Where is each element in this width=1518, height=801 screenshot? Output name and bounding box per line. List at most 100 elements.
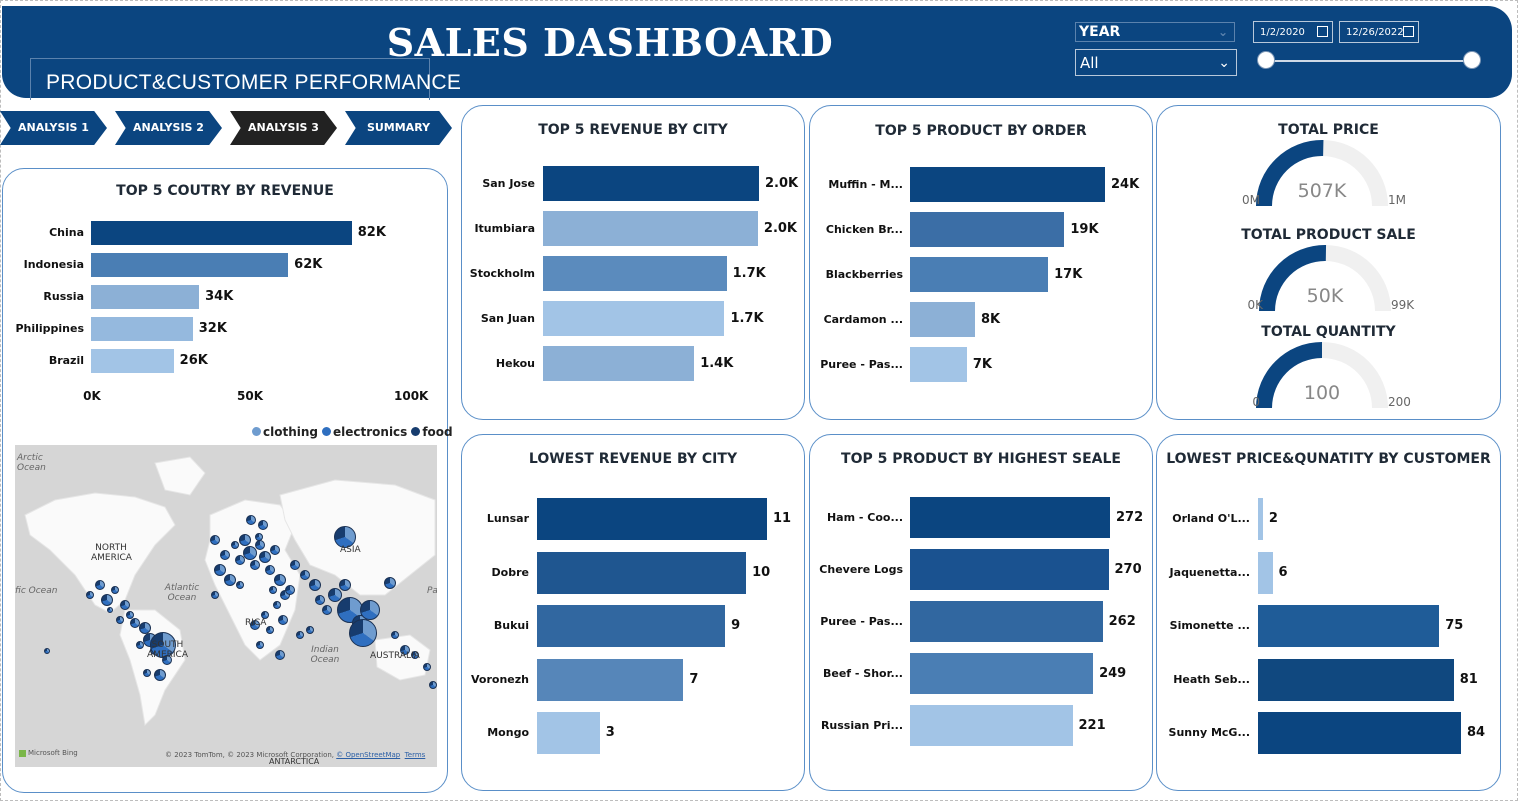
map-pie-marker[interactable] [44,648,50,654]
map-pie-marker[interactable] [334,526,356,548]
map-pie-marker[interactable] [239,534,251,546]
map-pie-marker[interactable] [423,663,431,671]
city_top-bar[interactable] [543,346,695,381]
customer_low-bar[interactable] [1258,712,1461,754]
product_order-bar[interactable] [910,347,967,382]
date-range-slider[interactable] [1266,60,1472,62]
terms-link[interactable]: Terms [404,751,426,759]
map-pie-marker[interactable] [243,546,257,560]
map-pie-marker[interactable] [296,631,304,639]
map-pie-marker[interactable] [259,551,271,563]
map-pie-marker[interactable] [111,586,119,594]
map-pie-marker[interactable] [246,515,256,525]
map-pie-marker[interactable] [384,577,396,589]
map-pie-marker[interactable] [360,600,380,620]
map-pie-marker[interactable] [306,626,314,634]
map-pie-marker[interactable] [143,669,151,677]
city_top-bar[interactable] [543,211,758,246]
map-pie-marker[interactable] [255,540,265,550]
map-pie-marker[interactable] [266,626,274,634]
map-pie-marker[interactable] [400,645,410,655]
map-pie-marker[interactable] [235,555,245,565]
map-pie-marker[interactable] [273,601,281,609]
nav-tab-summary[interactable]: SUMMARY [345,111,452,145]
map-pie-marker[interactable] [255,533,263,541]
map-pie-marker[interactable] [349,619,377,647]
slider-end-handle[interactable] [1463,51,1481,69]
map-pie-marker[interactable] [269,586,277,594]
map-pie-marker[interactable] [274,574,286,586]
map-pie-marker[interactable] [261,611,269,619]
product_sale-bar[interactable] [910,653,1094,694]
customer_low-bar[interactable] [1258,551,1273,594]
start-date-input[interactable]: 1/2/2020 [1253,21,1333,43]
country_chart-bar[interactable] [91,221,352,245]
map-pie-marker[interactable] [101,594,113,606]
openstreetmap-link[interactable]: © OpenStreetMap [336,751,401,759]
map-pie-marker[interactable] [411,651,419,659]
map-pie-marker[interactable] [250,620,260,630]
sales-map[interactable]: Arctic Ocean NORTH AMERICA Atlantic Ocea… [15,445,437,767]
country_chart-bar[interactable] [91,349,174,373]
map-pie-marker[interactable] [322,605,332,615]
map-pie-marker[interactable] [130,618,140,628]
end-date-input[interactable]: 12/26/2022 [1339,21,1419,43]
map-pie-marker[interactable] [120,600,130,610]
map-pie-marker[interactable] [270,545,280,555]
map-pie-marker[interactable] [95,580,105,590]
slider-start-handle[interactable] [1257,51,1275,69]
map-pie-marker[interactable] [391,631,399,639]
map-pie-marker[interactable] [315,595,325,605]
map-pie-marker[interactable] [220,550,230,560]
map-pie-marker[interactable] [86,591,94,599]
map-pie-marker[interactable] [290,560,300,570]
product_order-bar[interactable] [910,302,975,337]
nav-tab-analysis-2[interactable]: ANALYSIS 2 [115,111,222,145]
nav-tab-analysis-3[interactable]: ANALYSIS 3 [230,111,337,145]
city_low-bar[interactable] [537,712,600,754]
product_order-bar[interactable] [910,167,1105,202]
product_order-bar[interactable] [910,212,1065,247]
city_low-bar[interactable] [537,658,684,701]
city_low-bar[interactable] [537,551,747,594]
calendar-icon[interactable] [1403,26,1414,37]
chevron-down-icon[interactable]: ⌄ [1218,55,1230,71]
product_sale-bar[interactable] [910,705,1073,746]
map-pie-marker[interactable] [309,579,321,591]
year-dropdown[interactable]: All ⌄ [1075,49,1237,76]
city_low-bar[interactable] [537,605,726,647]
city_top-bar[interactable] [543,301,725,336]
country_chart-bar[interactable] [91,253,289,277]
map-pie-marker[interactable] [278,615,288,625]
map-pie-marker[interactable] [250,560,260,570]
map-pie-marker[interactable] [211,591,219,599]
map-pie-marker[interactable] [265,565,275,575]
customer_low-bar[interactable] [1258,658,1454,701]
map-pie-marker[interactable] [210,535,220,545]
map-pie-marker[interactable] [275,650,285,660]
product_order-bar[interactable] [910,257,1049,292]
map-pie-marker[interactable] [256,641,264,649]
city_low-bar[interactable] [537,498,767,540]
map-pie-marker[interactable] [300,570,310,580]
nav-tab-analysis-1[interactable]: ANALYSIS 1 [0,111,107,145]
customer_low-bar[interactable] [1258,498,1263,540]
map-pie-marker[interactable] [339,579,351,591]
map-pie-marker[interactable] [224,574,236,586]
map-pie-marker[interactable] [328,588,342,602]
map-pie-marker[interactable] [231,541,239,549]
map-pie-marker[interactable] [236,581,244,589]
customer_low-bar[interactable] [1258,605,1440,647]
map-pie-marker[interactable] [136,641,144,649]
map-pie-marker[interactable] [107,607,113,613]
map-pie-marker[interactable] [162,655,172,665]
product_sale-bar[interactable] [910,549,1109,590]
map-pie-marker[interactable] [126,611,134,619]
product_sale-bar[interactable] [910,601,1103,642]
map-pie-marker[interactable] [116,616,124,624]
map-pie-marker[interactable] [429,681,437,689]
country_chart-bar[interactable] [91,285,200,309]
country_chart-bar[interactable] [91,317,193,341]
calendar-icon[interactable] [1317,26,1328,37]
map-pie-marker[interactable] [258,520,268,530]
